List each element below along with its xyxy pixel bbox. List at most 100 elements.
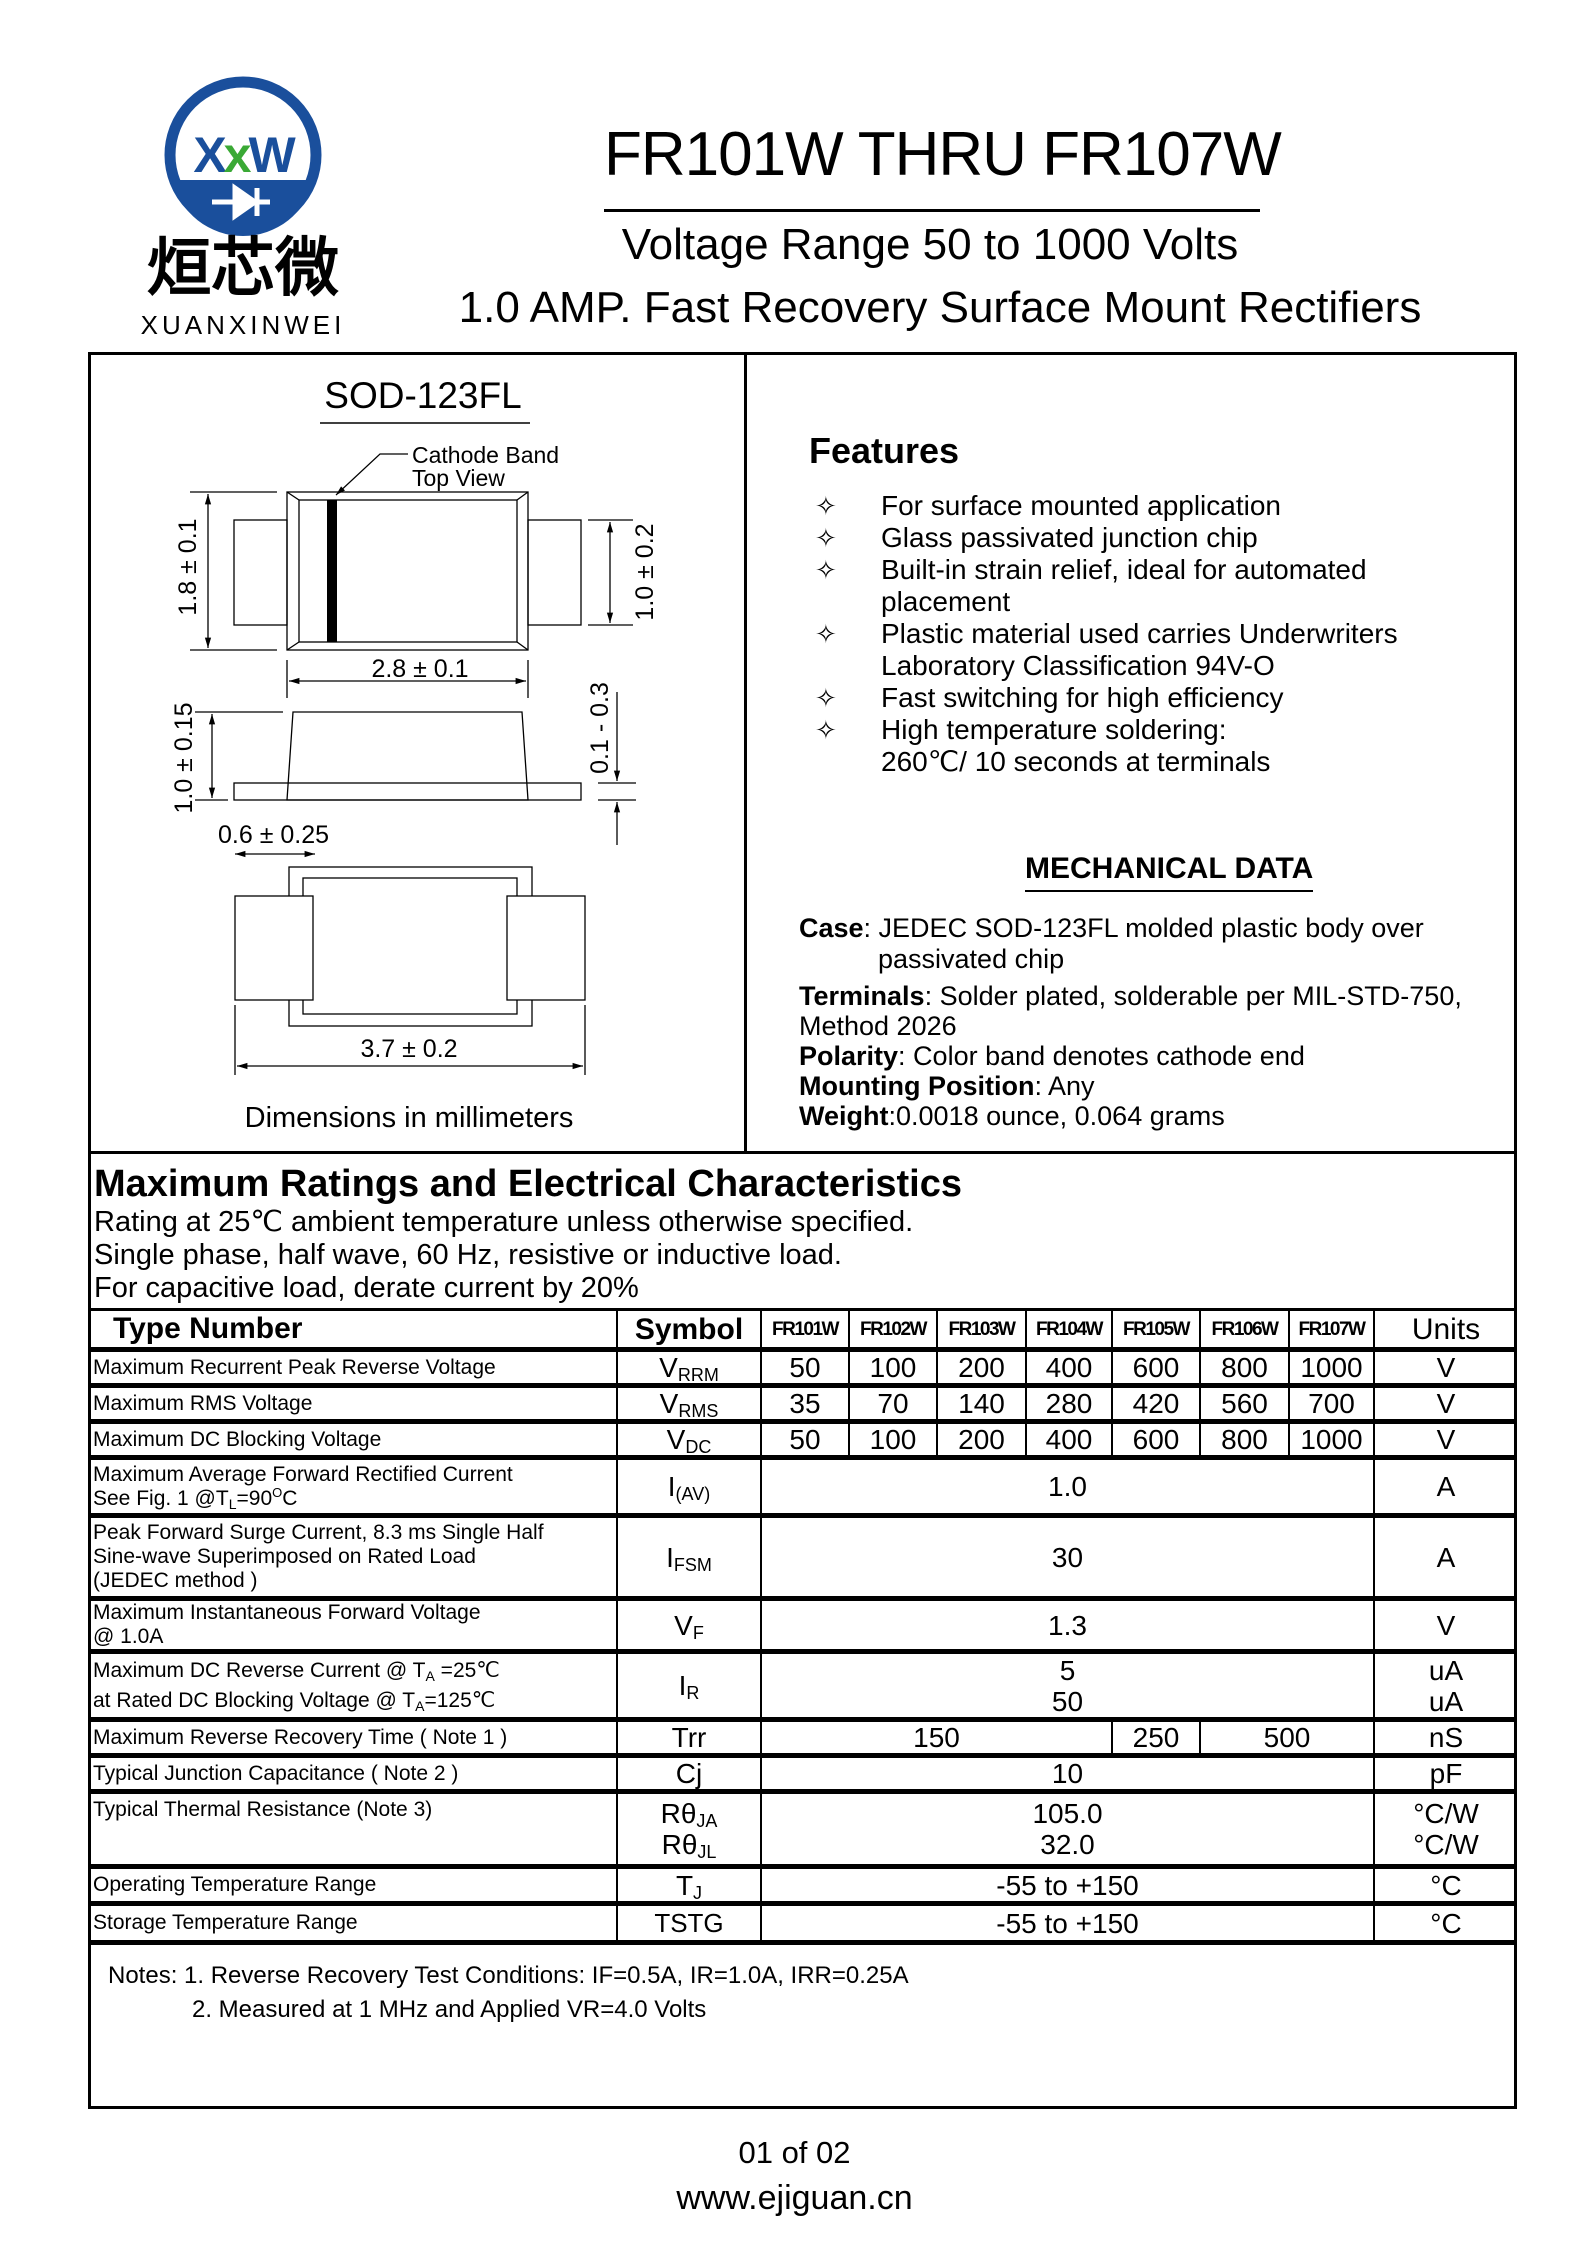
table-row: Operating Temperature Range TJ -55 to +1… — [88, 1865, 1517, 1905]
cell: -55 to +150 — [760, 1865, 1375, 1905]
table-row: Maximum Reverse Recovery Time ( Note 1 )… — [88, 1718, 1517, 1757]
ratings-heading: Maximum Ratings and Electrical Character… — [94, 1163, 962, 1205]
mechanical-heading: MECHANICAL DATA — [1025, 852, 1314, 892]
cathode-band — [327, 500, 337, 642]
logo-chinese: 烜芯微 — [147, 232, 339, 304]
row-unit: V — [1373, 1384, 1517, 1423]
row-label: Maximum Instantaneous Forward Voltage @ 1… — [88, 1597, 618, 1653]
row-unit: V — [1373, 1420, 1517, 1459]
table-row: Maximum DC Reverse Current @ TA =25℃ at R… — [88, 1650, 1517, 1721]
mech-case-2: passivated chip — [878, 944, 1065, 974]
cell: -55 to +150 — [760, 1902, 1375, 1944]
feature-text: For surface mounted application — [881, 490, 1281, 521]
row-label: Maximum RMS Voltage — [88, 1384, 618, 1423]
cell: 560 — [1199, 1384, 1290, 1423]
cell: 50 — [760, 1420, 850, 1459]
value: : Color band denotes cathode end — [898, 1041, 1305, 1071]
company-logo: XxW 烜芯微 XUANXINWEI — [141, 76, 346, 340]
mech-weight: Weight:0.0018 ounce, 0.064 grams — [799, 1102, 1225, 1131]
label: Terminals — [799, 981, 925, 1011]
header-symbol: Symbol — [616, 1308, 762, 1351]
table-row: Typical Thermal Resistance (Note 3) RθJA… — [88, 1790, 1517, 1868]
row-symbol: IFSM — [616, 1514, 762, 1600]
cell: 280 — [1025, 1384, 1113, 1423]
row-symbol: Cj — [616, 1754, 762, 1793]
top-view — [190, 491, 633, 698]
dim-lead-length: 0.6 ± 0.25 — [218, 821, 329, 849]
header-part: FR106W — [1199, 1308, 1290, 1351]
table-row: Typical Junction Capacitance ( Note 2 ) … — [88, 1754, 1517, 1793]
dim-height: 1.8 ± 0.1 — [174, 518, 202, 615]
table-row: Maximum RMS Voltage VRMS 35 70 140 280 420 56… — [88, 1384, 1517, 1423]
header-part: FR101W — [760, 1308, 850, 1351]
cell: 400 — [1025, 1420, 1113, 1459]
row-symbol: VF — [616, 1597, 762, 1653]
dimensions-caption: Dimensions in millimeters — [245, 1102, 574, 1134]
features-heading: Features — [809, 430, 960, 471]
mech-terminals: Terminals: Solder plated, solderable per… — [799, 982, 1462, 1011]
feature-text: Built-in strain relief, ideal for automa… — [881, 554, 1367, 585]
row-label: Maximum Reverse Recovery Time ( Note 1 ) — [88, 1718, 618, 1757]
row-symbol: IR — [616, 1650, 762, 1721]
cell: 35 — [760, 1384, 850, 1423]
row-unit: °C/W °C/W — [1373, 1790, 1517, 1868]
row-unit: nS — [1373, 1718, 1517, 1757]
diamond-icon: ✧ — [815, 683, 837, 713]
cathode-label: Cathode Band — [412, 442, 559, 468]
ratings-table: Type Number Symbol FR101W FR102W FR103W … — [88, 1308, 1517, 1945]
row-label: Maximum Recurrent Peak Reverse Voltage — [88, 1348, 618, 1387]
label: Polarity — [799, 1041, 899, 1071]
table-row: Maximum Recurrent Peak Reverse Voltage V… — [88, 1348, 1517, 1387]
bottom-view — [234, 866, 586, 1075]
dim-length: 2.8 ± 0.1 — [371, 655, 468, 683]
note-2: 2. Measured at 1 MHz and Applied VR=4.0 … — [192, 1996, 707, 2023]
voltage-range: Voltage Range 50 to 1000 Volts — [621, 220, 1239, 269]
package-name: SOD-123FL — [324, 375, 521, 416]
row-label: Maximum DC Reverse Current @ TA =25℃ at R… — [88, 1650, 618, 1721]
cell: 1.0 — [760, 1456, 1375, 1517]
label: Case — [799, 913, 864, 943]
cell: 30 — [760, 1514, 1375, 1600]
value: : Any — [1034, 1071, 1095, 1101]
logo-latin: XUANXINWEI — [141, 310, 346, 340]
feature-text: Plastic material used carries Underwrite… — [881, 618, 1398, 649]
feature-text: Fast switching for high efficiency — [881, 682, 1284, 713]
cell: 800 — [1199, 1348, 1290, 1387]
header-part: FR104W — [1025, 1308, 1113, 1351]
row-label: Typical Junction Capacitance ( Note 2 ) — [88, 1754, 618, 1793]
note-1: Notes: 1. Reverse Recovery Test Conditio… — [108, 1962, 909, 1989]
value: : Solder plated, solderable per MIL-STD-… — [924, 981, 1462, 1011]
row-unit: A — [1373, 1456, 1517, 1517]
footer-url[interactable]: www.ejiguan.cn — [676, 2179, 913, 2217]
row-label: Maximum DC Blocking Voltage — [88, 1420, 618, 1459]
row-label: Peak Forward Surge Current, 8.3 ms Singl… — [88, 1514, 618, 1600]
row-symbol: RθJA RθJL — [616, 1790, 762, 1868]
cell: 400 — [1025, 1348, 1113, 1387]
cell: 800 — [1199, 1420, 1290, 1459]
table-row: Maximum Instantaneous Forward Voltage @ 1… — [88, 1597, 1517, 1653]
cell: 10 — [760, 1754, 1375, 1793]
row-symbol: VDC — [616, 1420, 762, 1459]
cell: 600 — [1111, 1348, 1201, 1387]
page-number: 01 of 02 — [738, 2135, 851, 2170]
cell: 140 — [936, 1384, 1027, 1423]
row-label: Maximum Average Forward Rectified Curren… — [88, 1456, 618, 1517]
header-units: Units — [1373, 1308, 1517, 1351]
table-row: Peak Forward Surge Current, 8.3 ms Singl… — [88, 1514, 1517, 1600]
cell: 200 — [936, 1348, 1027, 1387]
cell: 1.3 — [760, 1597, 1375, 1653]
cell: 1000 — [1288, 1348, 1375, 1387]
cell: 200 — [936, 1420, 1027, 1459]
cell: 600 — [1111, 1420, 1201, 1459]
row-unit: V — [1373, 1597, 1517, 1653]
section-divider — [88, 1151, 1517, 1154]
feature-text: High temperature soldering: — [881, 714, 1227, 745]
package-drawing: SOD-123FL Cathode Band Top View 1.8 ± 0.… — [170, 375, 659, 1134]
diamond-icon: ✧ — [815, 619, 837, 649]
dim-lead-thickness: 0.1 - 0.3 — [586, 682, 614, 774]
value: : JEDEC SOD-123FL molded plastic body ov… — [863, 913, 1424, 943]
header-part: FR102W — [848, 1308, 938, 1351]
cell: 50 — [760, 1348, 850, 1387]
row-label: Storage Temperature Range — [88, 1902, 618, 1944]
cell: 100 — [848, 1348, 938, 1387]
